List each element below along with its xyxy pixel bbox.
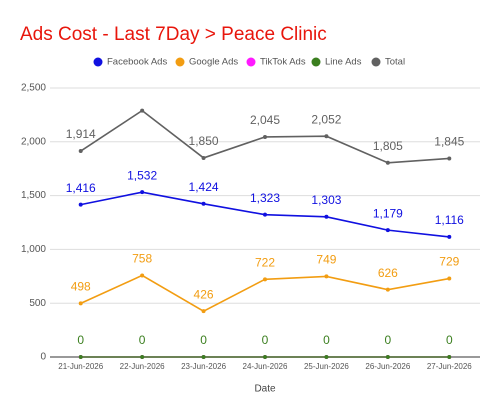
data-label: 729 bbox=[439, 255, 459, 269]
legend-marker bbox=[175, 57, 185, 67]
data-label: 1,323 bbox=[250, 191, 280, 205]
data-point bbox=[385, 160, 390, 165]
x-tick-label: 25-Jun-2026 bbox=[304, 362, 349, 371]
data-point bbox=[201, 355, 206, 359]
data-point bbox=[78, 149, 83, 154]
legend-marker bbox=[371, 57, 381, 67]
data-point bbox=[385, 228, 390, 233]
data-label: 1,416 bbox=[66, 181, 96, 195]
data-point bbox=[263, 277, 267, 282]
data-point bbox=[78, 355, 83, 359]
data-label: 758 bbox=[132, 252, 152, 266]
data-label: 0 bbox=[446, 333, 453, 347]
data-label: 2,045 bbox=[250, 113, 280, 127]
data-point bbox=[385, 355, 390, 359]
y-tick-label: 0 bbox=[40, 352, 46, 363]
legend-label: Total bbox=[385, 57, 405, 68]
x-axis-label: Date bbox=[254, 384, 276, 395]
data-label: 722 bbox=[255, 255, 275, 269]
data-point bbox=[447, 234, 452, 239]
data-label: 498 bbox=[71, 280, 91, 294]
data-point bbox=[324, 355, 329, 359]
legend-label: TikTok Ads bbox=[260, 57, 306, 68]
x-tick-label: 27-Jun-2026 bbox=[427, 362, 472, 371]
chart-title: Ads Cost - Last 7Day > Peace Clinic bbox=[20, 24, 327, 45]
data-label: 0 bbox=[139, 333, 146, 347]
data-label: 1,179 bbox=[373, 206, 403, 220]
data-label: 426 bbox=[194, 287, 214, 301]
data-label: 1,805 bbox=[373, 139, 403, 153]
x-tick-label: 24-Jun-2026 bbox=[243, 362, 288, 371]
data-point bbox=[78, 202, 83, 207]
data-point bbox=[201, 155, 206, 160]
data-point bbox=[140, 108, 145, 113]
data-point bbox=[201, 309, 206, 314]
data-point bbox=[385, 287, 390, 292]
data-label: 1,303 bbox=[311, 193, 341, 207]
data-point bbox=[263, 134, 267, 139]
data-label: 0 bbox=[262, 333, 269, 347]
data-point bbox=[201, 201, 206, 206]
data-point bbox=[78, 301, 83, 306]
data-label: 749 bbox=[316, 253, 336, 267]
data-label: 0 bbox=[385, 333, 392, 347]
y-tick-label: 2,500 bbox=[21, 83, 46, 94]
legend-label: Google Ads bbox=[189, 57, 238, 68]
data-point bbox=[447, 276, 452, 281]
data-label: 1,914 bbox=[66, 127, 96, 141]
x-tick-label: 21-Jun-2026 bbox=[58, 362, 103, 371]
data-point bbox=[324, 134, 329, 139]
data-point bbox=[140, 190, 145, 195]
data-point bbox=[324, 274, 329, 279]
y-tick-label: 2,000 bbox=[21, 136, 46, 147]
data-point bbox=[140, 273, 145, 278]
data-label: 1,116 bbox=[435, 213, 464, 227]
legend-marker bbox=[93, 57, 103, 67]
data-label: 0 bbox=[77, 333, 84, 347]
legend-marker bbox=[246, 57, 256, 67]
data-label: 1,424 bbox=[189, 180, 219, 194]
data-label: 2,052 bbox=[311, 112, 341, 126]
legend-marker bbox=[311, 57, 321, 67]
y-tick-label: 1,500 bbox=[21, 190, 46, 201]
x-tick-label: 26-Jun-2026 bbox=[365, 362, 410, 371]
y-tick-label: 500 bbox=[29, 298, 46, 309]
data-label: 1,845 bbox=[434, 135, 464, 149]
x-tick-label: 22-Jun-2026 bbox=[120, 362, 165, 371]
x-tick-label: 23-Jun-2026 bbox=[181, 362, 226, 371]
data-point bbox=[324, 214, 329, 219]
data-point bbox=[263, 212, 267, 217]
data-point bbox=[447, 156, 452, 161]
data-point bbox=[447, 355, 452, 359]
data-label: 626 bbox=[378, 266, 398, 280]
legend-label: Facebook Ads bbox=[107, 57, 167, 68]
y-tick-label: 1,000 bbox=[21, 244, 46, 255]
data-label: 0 bbox=[200, 333, 207, 347]
data-label: 1,850 bbox=[189, 134, 219, 148]
data-point bbox=[263, 355, 267, 359]
data-label: 0 bbox=[323, 333, 330, 347]
legend-label: Line Ads bbox=[325, 57, 362, 68]
data-point bbox=[140, 355, 145, 359]
data-label: 1,532 bbox=[127, 168, 157, 182]
